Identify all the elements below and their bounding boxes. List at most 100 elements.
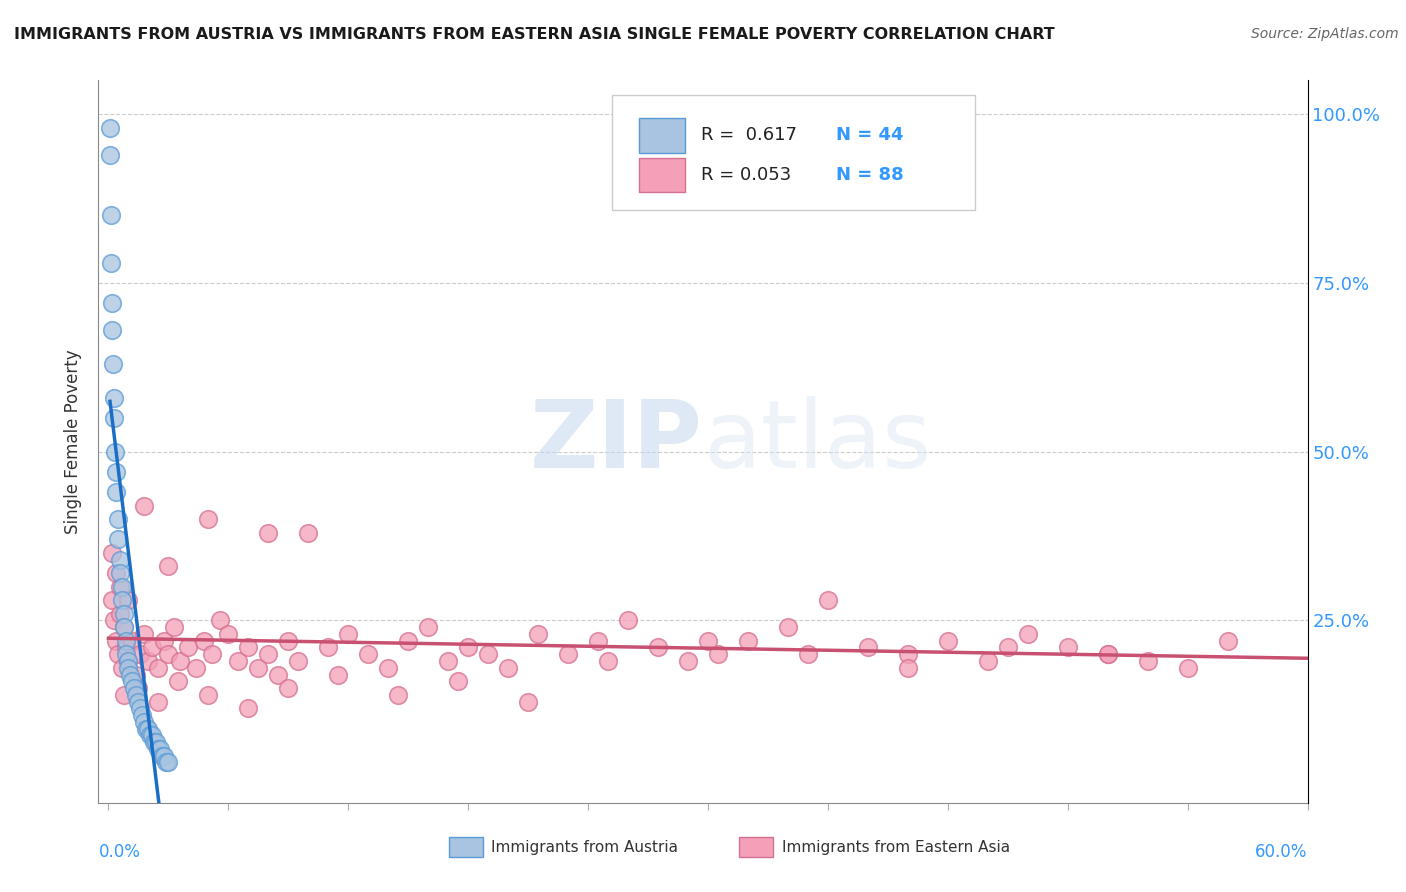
Point xyxy=(148,661,170,675)
Point xyxy=(134,499,156,513)
Point xyxy=(117,654,139,668)
Point xyxy=(337,627,360,641)
Point xyxy=(167,674,190,689)
Point xyxy=(127,694,149,708)
Point xyxy=(238,640,260,655)
Point xyxy=(105,485,128,500)
Point xyxy=(676,654,699,668)
Point xyxy=(117,661,139,675)
Point xyxy=(477,647,499,661)
Point xyxy=(101,593,124,607)
Point xyxy=(101,296,124,310)
Point xyxy=(418,620,440,634)
Point xyxy=(897,661,920,675)
Point xyxy=(103,411,125,425)
Text: N = 44: N = 44 xyxy=(837,126,904,145)
Point xyxy=(107,533,129,547)
Point xyxy=(1017,627,1039,641)
Point xyxy=(1177,661,1199,675)
Point xyxy=(153,633,176,648)
Point xyxy=(129,647,152,661)
Point xyxy=(617,614,640,628)
Point xyxy=(357,647,380,661)
Point xyxy=(247,661,270,675)
Point xyxy=(100,255,122,269)
Point xyxy=(143,735,166,749)
Point xyxy=(112,620,135,634)
Point xyxy=(107,512,129,526)
Point xyxy=(856,640,879,655)
Point xyxy=(697,633,720,648)
Point xyxy=(457,640,479,655)
Point xyxy=(316,640,339,655)
Point xyxy=(197,688,219,702)
Point xyxy=(138,722,160,736)
Text: ZIP: ZIP xyxy=(530,395,703,488)
Point xyxy=(238,701,260,715)
Point xyxy=(797,647,820,661)
Point xyxy=(110,552,132,566)
Point xyxy=(104,444,127,458)
Point xyxy=(129,701,152,715)
Point xyxy=(107,647,129,661)
Point xyxy=(936,633,959,648)
Point xyxy=(201,647,224,661)
Point xyxy=(517,694,540,708)
FancyBboxPatch shape xyxy=(613,95,976,211)
Point xyxy=(1136,654,1159,668)
Point xyxy=(105,633,128,648)
Point xyxy=(437,654,460,668)
Text: IMMIGRANTS FROM AUSTRIA VS IMMIGRANTS FROM EASTERN ASIA SINGLE FEMALE POVERTY CO: IMMIGRANTS FROM AUSTRIA VS IMMIGRANTS FR… xyxy=(14,27,1054,42)
Point xyxy=(121,633,143,648)
Point xyxy=(148,741,170,756)
Point xyxy=(169,654,191,668)
Point xyxy=(153,748,176,763)
Point xyxy=(127,681,149,695)
Point xyxy=(377,661,399,675)
Point xyxy=(277,681,299,695)
Text: Immigrants from Eastern Asia: Immigrants from Eastern Asia xyxy=(782,840,1010,855)
Point xyxy=(110,607,132,621)
Text: 0.0%: 0.0% xyxy=(98,843,141,861)
Point xyxy=(131,708,153,723)
Point xyxy=(186,661,208,675)
Point xyxy=(105,465,128,479)
Point xyxy=(297,525,319,540)
Point xyxy=(111,661,134,675)
Point xyxy=(112,688,135,702)
Point xyxy=(707,647,730,661)
Point xyxy=(157,756,180,770)
FancyBboxPatch shape xyxy=(638,158,685,193)
Text: R =  0.617: R = 0.617 xyxy=(700,126,797,145)
FancyBboxPatch shape xyxy=(449,837,482,857)
Point xyxy=(141,640,163,655)
Point xyxy=(257,525,280,540)
Point xyxy=(134,714,156,729)
Point xyxy=(155,756,177,770)
Point xyxy=(98,147,121,161)
Text: Source: ZipAtlas.com: Source: ZipAtlas.com xyxy=(1251,27,1399,41)
Point xyxy=(197,512,219,526)
Point xyxy=(177,640,200,655)
Point xyxy=(110,566,132,581)
Point xyxy=(111,580,134,594)
Point xyxy=(257,647,280,661)
Point xyxy=(121,674,143,689)
Point xyxy=(897,647,920,661)
Point xyxy=(596,654,619,668)
Point xyxy=(496,661,519,675)
Text: N = 88: N = 88 xyxy=(837,166,904,184)
Point xyxy=(150,748,173,763)
Point xyxy=(157,647,180,661)
Point xyxy=(115,647,138,661)
Text: Immigrants from Austria: Immigrants from Austria xyxy=(492,840,679,855)
Point xyxy=(139,728,162,742)
Point xyxy=(112,620,135,634)
Y-axis label: Single Female Poverty: Single Female Poverty xyxy=(65,350,83,533)
Point xyxy=(98,120,121,135)
Point xyxy=(101,323,124,337)
Point xyxy=(117,654,139,668)
Text: R = 0.053: R = 0.053 xyxy=(700,166,790,184)
Point xyxy=(135,722,157,736)
Point xyxy=(149,741,172,756)
